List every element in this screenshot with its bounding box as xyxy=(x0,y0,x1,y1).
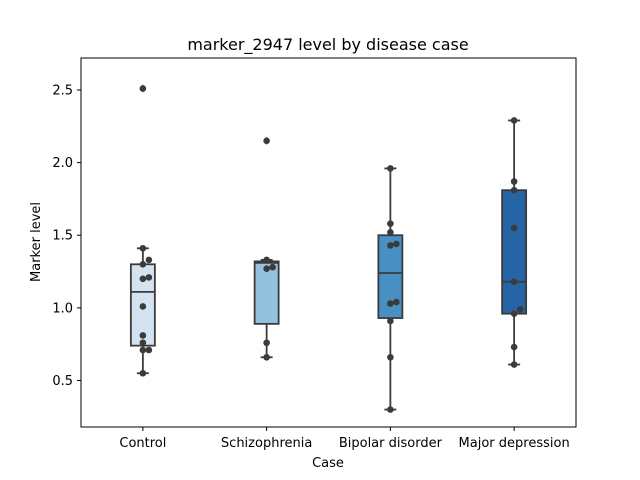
data-point xyxy=(510,361,518,368)
x-tick-label: Bipolar disorder xyxy=(339,436,443,451)
y-axis-title: Marker level xyxy=(29,202,44,282)
data-point xyxy=(263,339,270,347)
data-point xyxy=(139,339,147,347)
data-point xyxy=(145,256,153,264)
data-point xyxy=(516,306,524,313)
data-point xyxy=(393,240,400,248)
data-point xyxy=(387,165,394,172)
x-tick-label: Control xyxy=(119,436,166,451)
axes-frame xyxy=(80,57,577,428)
data-point xyxy=(387,353,394,361)
data-point xyxy=(263,137,270,145)
data-point xyxy=(145,346,153,354)
chart-title: marker_2947 level by disease case xyxy=(187,35,468,55)
data-point xyxy=(393,298,400,306)
x-tick-label: Schizophrenia xyxy=(221,436,312,451)
y-tick-label: 1.5 xyxy=(52,229,73,244)
y-tick-label: 1.0 xyxy=(52,301,73,316)
data-point xyxy=(263,256,270,264)
data-point xyxy=(269,263,276,271)
x-tick-label: Major depression xyxy=(459,436,570,451)
data-point xyxy=(387,229,394,236)
y-tick-label: 2.5 xyxy=(52,83,73,98)
data-point xyxy=(139,275,147,283)
data-point xyxy=(263,265,270,272)
data-point xyxy=(387,317,394,325)
data-point xyxy=(387,242,394,249)
data-point xyxy=(139,85,147,92)
data-point xyxy=(139,260,147,268)
data-point xyxy=(387,406,394,413)
data-point xyxy=(510,117,518,124)
data-point xyxy=(145,274,153,281)
data-point xyxy=(510,186,518,194)
data-point xyxy=(139,245,147,252)
data-point xyxy=(139,332,147,339)
data-point xyxy=(139,346,147,354)
data-point xyxy=(510,310,518,317)
data-point xyxy=(139,303,147,310)
data-point xyxy=(139,369,147,377)
data-point xyxy=(510,224,518,232)
box xyxy=(501,189,528,315)
y-tick-label: 0.5 xyxy=(52,374,73,389)
x-axis-title: Case xyxy=(312,456,344,471)
plot-area: 0.5 1.0 1.5 2.0 2.5 Control Schizophrenia Bipol… xyxy=(52,57,577,451)
data-point xyxy=(263,353,270,361)
data-point xyxy=(387,300,394,307)
data-point xyxy=(387,220,394,227)
data-point xyxy=(510,343,518,351)
y-tick-label: 2.0 xyxy=(52,156,73,171)
data-point xyxy=(510,278,518,286)
data-point xyxy=(510,178,518,185)
